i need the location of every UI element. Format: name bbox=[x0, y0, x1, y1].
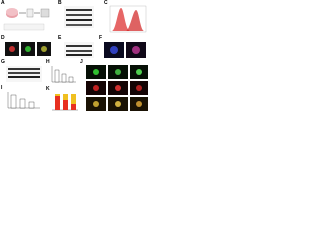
panel-label: K bbox=[46, 86, 50, 92]
panel-a-schematic bbox=[3, 8, 50, 31]
panel-f-images bbox=[104, 42, 146, 58]
panel-h-bars bbox=[51, 66, 76, 83]
panel-e-blot bbox=[64, 42, 94, 58]
panel-label: A bbox=[1, 0, 5, 6]
panel-label: C bbox=[104, 0, 108, 6]
panel-d-images bbox=[5, 42, 51, 56]
panel-label: D bbox=[1, 35, 5, 41]
panel-k-stacked bbox=[52, 94, 78, 111]
panel-label: G bbox=[1, 59, 5, 65]
panel-label: B bbox=[58, 0, 62, 6]
panel-label: J bbox=[80, 59, 83, 65]
panel-g-blot bbox=[6, 66, 42, 82]
figure: A B C D E F G H I J K bbox=[1, 0, 148, 111]
panel-label: I bbox=[1, 85, 3, 91]
panel-label: F bbox=[99, 35, 102, 41]
panel-j-images bbox=[86, 65, 148, 111]
panel-label: H bbox=[46, 59, 50, 65]
panel-b-blot bbox=[64, 6, 94, 28]
panel-i-bars bbox=[7, 92, 40, 109]
panel-label: E bbox=[58, 35, 62, 41]
panel-c-histogram bbox=[109, 5, 147, 33]
